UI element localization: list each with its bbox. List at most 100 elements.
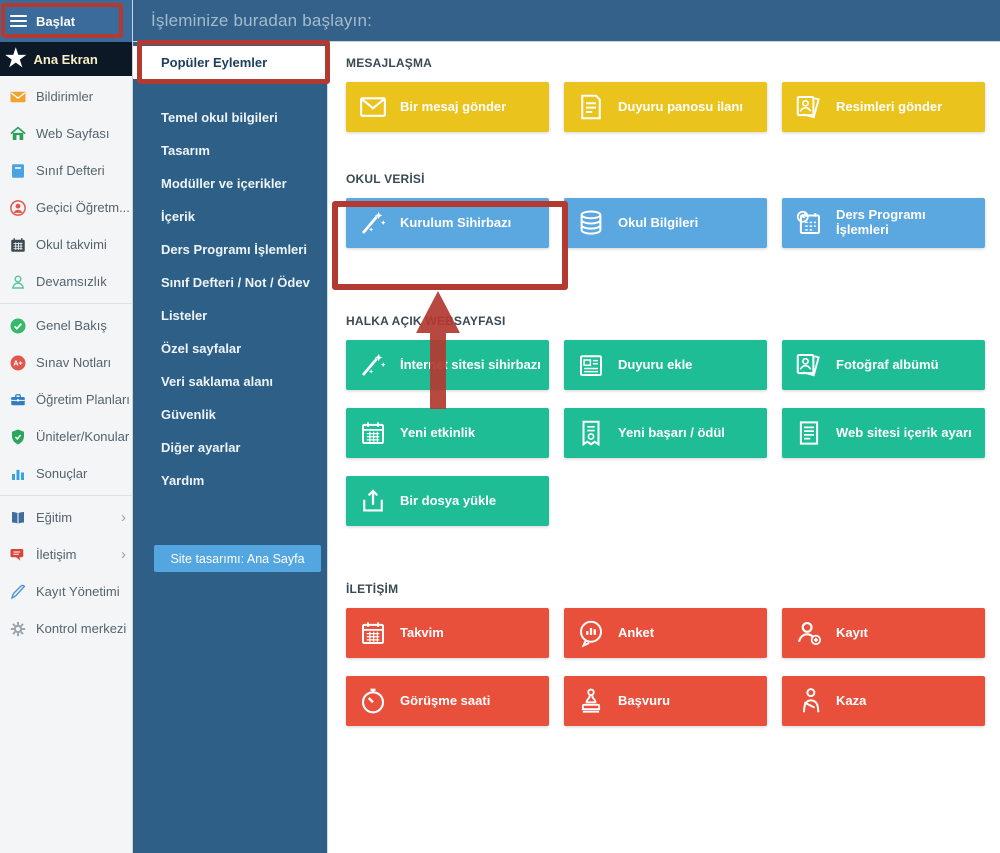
sidebar-divider [0, 303, 132, 304]
action-button-bir-dosya-yükle[interactable]: Bir dosya yükle [346, 476, 549, 526]
action-button-fotoğraf-albümü[interactable]: Fotoğraf albümü [782, 340, 985, 390]
start-menu-button[interactable]: Başlat [0, 0, 132, 42]
person-add-icon [782, 618, 836, 648]
page-title: İşleminize buradan başlayın: [151, 10, 373, 30]
envelope-icon [346, 92, 400, 122]
action-button-kayıt[interactable]: Kayıt [782, 608, 985, 658]
settings-item-11[interactable]: Güvenlik [161, 407, 216, 422]
sidebar-item-13[interactable]: İletişim › [0, 536, 132, 573]
action-button-okul-bilgileri[interactable]: Okul Bilgileri [564, 198, 767, 248]
sidebar-item-label: Kayıt Yönetimi [36, 584, 120, 599]
sidebar-item-4[interactable]: Geçici Öğretm... [0, 189, 132, 226]
settings-item-4[interactable]: Modüller ve içerikler [161, 176, 287, 191]
settings-item-1[interactable]: Popüler Eylemler [133, 46, 327, 79]
sidebar-item-12[interactable]: Eğitim › [0, 499, 132, 536]
action-button-web-sitesi-içerik-ayarı[interactable]: Web sitesi içerik ayarı [782, 408, 985, 458]
action-button-label: Görüşme saati [400, 692, 491, 708]
sidebar-item-2[interactable]: Web Sayfası [0, 115, 132, 152]
wand-icon [346, 350, 400, 380]
chevron-right-icon: › [121, 546, 126, 563]
sidebar-item-home[interactable]: ★ Ana Ekran [0, 42, 132, 76]
sidebar-item-label: Sınav Notları [36, 355, 112, 370]
schedule-icon [782, 208, 836, 238]
sidebar-item-9[interactable]: Öğretim Planları [0, 381, 132, 418]
settings-item-9[interactable]: Özel sayfalar [161, 341, 242, 356]
settings-item-6[interactable]: Ders Programı İşlemleri [161, 242, 307, 257]
settings-item-13[interactable]: Yardım [161, 473, 205, 488]
action-button-anket[interactable]: Anket [564, 608, 767, 658]
action-button-internet-sitesi-sihirbazı[interactable]: İnternet sitesi sihirbazı [346, 340, 549, 390]
sidebar-item-11[interactable]: Sonuçlar [0, 455, 132, 492]
section-2: OKUL VERİSİ Kurulum Sihirbazı Okul Bilgile… [346, 172, 1000, 248]
sidebar-item-label: Sonuçlar [36, 466, 88, 481]
section-label: İLETİŞİM [346, 582, 399, 596]
note-icon [564, 92, 618, 122]
action-button-label: Yeni etkinlik [400, 424, 476, 440]
settings-item-5[interactable]: İçerik [161, 209, 195, 224]
action-button-label: Kurulum Sihirbazı [400, 214, 512, 230]
photos-icon [782, 350, 836, 380]
mail-icon [9, 88, 27, 106]
action-button-label: İnternet sitesi sihirbazı [400, 356, 541, 372]
sidebar-item-5[interactable]: Okul takvimi [0, 226, 132, 263]
settings-item-10[interactable]: Veri saklama alanı [161, 374, 274, 389]
action-button-kaza[interactable]: Kaza [782, 676, 985, 726]
sidebar-item-label: İletişim [36, 547, 77, 562]
action-button-resimleri-gönder[interactable]: Resimleri gönder [782, 82, 985, 132]
settings-item-12[interactable]: Diğer ayarlar [161, 440, 241, 455]
stamp-icon [564, 686, 618, 716]
main-content: MESAJLAŞMA Bir mesaj gönder Duyuru panosu … [327, 42, 1000, 853]
check-circle-icon [9, 317, 27, 335]
action-button-label: Okul Bilgileri [618, 214, 699, 230]
settings-item-2[interactable]: Temel okul bilgileri [161, 110, 278, 125]
action-button-takvim[interactable]: Takvim [346, 608, 549, 658]
sidebar-item-1[interactable]: Bildirimler [0, 78, 132, 115]
action-button-label: Takvim [400, 624, 444, 640]
upload-icon [346, 486, 400, 516]
calendar-icon [346, 418, 400, 448]
sidebar-item-15[interactable]: Kontrol merkezi [0, 610, 132, 647]
calendar-grid-icon [9, 236, 27, 254]
home-icon [9, 125, 27, 143]
site-design-button[interactable]: Site tasarımı: Ana Sayfa [154, 545, 321, 572]
button-grid: Kurulum Sihirbazı Okul Bilgileri Ders Prog… [346, 198, 1000, 248]
sidebar-item-14[interactable]: Kayıt Yönetimi [0, 573, 132, 610]
sidebar-item-3[interactable]: Sınıf Defteri [0, 152, 132, 189]
pen-icon [9, 583, 27, 601]
sidebar-item-8[interactable]: A+ Sınav Notları [0, 344, 132, 381]
settings-item-3[interactable]: Tasarım [161, 143, 210, 158]
sidebar-item-label: Kontrol merkezi [36, 621, 127, 636]
action-button-kurulum-sihirbazı[interactable]: Kurulum Sihirbazı [346, 198, 549, 248]
action-button-duyuru-panosu-ilanı[interactable]: Duyuru panosu ilanı [564, 82, 767, 132]
action-button-label: Kayıt [836, 624, 868, 640]
briefcase-icon [9, 391, 27, 409]
injury-icon [782, 686, 836, 716]
svg-text:A+: A+ [13, 359, 22, 367]
notebook-icon [9, 162, 27, 180]
action-button-görüşme-saati[interactable]: Görüşme saati [346, 676, 549, 726]
action-button-label: Başvuru [618, 692, 671, 708]
settings-item-8[interactable]: Listeler [161, 308, 208, 323]
sidebar-item-label: Okul takvimi [36, 237, 107, 252]
sidebar-item-7[interactable]: Genel Bakış [0, 307, 132, 344]
action-button-yeni-başarı-ödül[interactable]: Yeni başarı / ödül [564, 408, 767, 458]
action-button-bir-mesaj-gönder[interactable]: Bir mesaj gönder [346, 82, 549, 132]
header-bar: İşleminize buradan başlayın: [133, 0, 1000, 42]
sidebar-item-6[interactable]: Devamsızlık [0, 263, 132, 300]
settings-item-7[interactable]: Sınıf Defteri / Not / Ödev [161, 275, 310, 290]
button-grid: Bir mesaj gönder Duyuru panosu ilanı Resim… [346, 82, 1000, 132]
sidebar-item-label: Genel Bakış [36, 318, 107, 333]
action-button-label: Bir dosya yükle [400, 492, 497, 508]
sidebar-item-label: Devamsızlık [36, 274, 107, 289]
action-button-yeni-etkinlik[interactable]: Yeni etkinlik [346, 408, 549, 458]
grade-icon: A+ [9, 354, 27, 372]
calendar-icon [346, 618, 400, 648]
main-sidebar: Başlat ★ Ana Ekran Bildirimler Web Sayfas… [0, 0, 133, 853]
action-button-label: Duyuru panosu ilanı [618, 98, 743, 114]
action-button-başvuru[interactable]: Başvuru [564, 676, 767, 726]
action-button-ders-programı-işlemleri[interactable]: Ders Programı İşlemleri [782, 198, 985, 248]
action-button-duyuru-ekle[interactable]: Duyuru ekle [564, 340, 767, 390]
action-button-label: Duyuru ekle [618, 356, 693, 372]
sidebar-item-10[interactable]: Üniteler/Konular [0, 418, 132, 455]
action-button-label: Web sitesi içerik ayarı [836, 424, 972, 440]
